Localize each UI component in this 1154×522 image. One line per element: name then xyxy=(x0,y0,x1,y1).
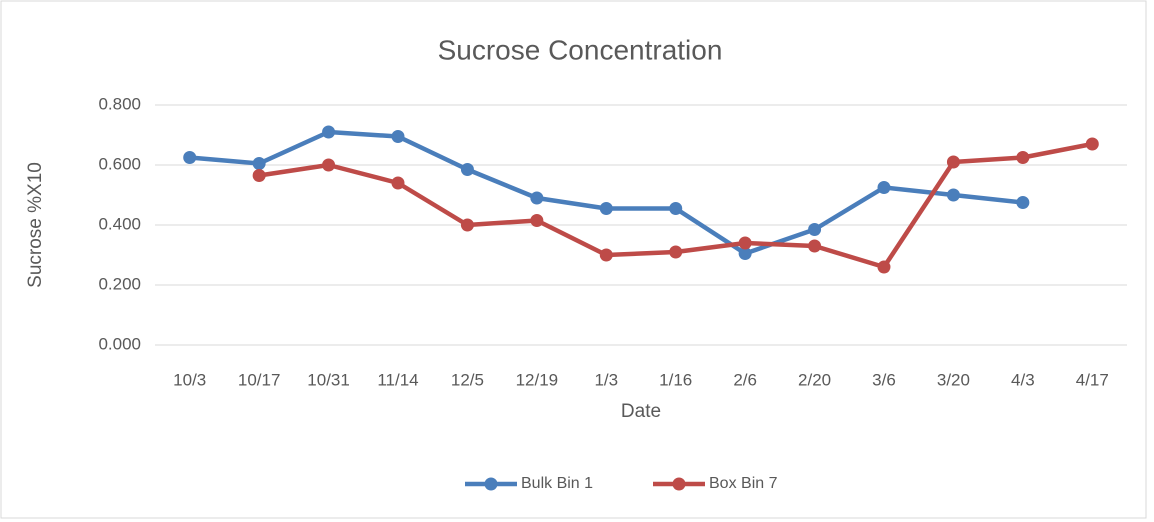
x-tick-label: 10/31 xyxy=(307,370,350,389)
x-tick-label: 2/20 xyxy=(798,370,831,389)
x-tick-label: 12/5 xyxy=(451,370,484,389)
data-point xyxy=(1085,137,1099,151)
x-tick-label: 3/20 xyxy=(937,370,970,389)
data-point xyxy=(808,223,822,236)
data-point xyxy=(183,151,197,164)
y-tick-label: 0.000 xyxy=(98,334,141,353)
data-point xyxy=(946,155,960,169)
x-tick-label: 1/16 xyxy=(659,370,692,389)
x-tick-label: 1/3 xyxy=(594,370,618,389)
data-point xyxy=(599,248,613,262)
data-point xyxy=(808,239,822,253)
data-point xyxy=(252,157,266,170)
data-point xyxy=(322,125,336,139)
data-point xyxy=(877,260,891,274)
legend-label: Bulk Bin 1 xyxy=(521,475,593,492)
y-tick-label: 0.200 xyxy=(98,274,141,293)
y-axis-label: Sucrose %X10 xyxy=(25,162,46,288)
data-point xyxy=(738,247,752,260)
data-point xyxy=(738,236,752,250)
data-point xyxy=(460,218,474,232)
data-point xyxy=(391,130,405,143)
data-point xyxy=(252,169,266,182)
legend-marker xyxy=(484,477,498,491)
chart-title: Sucrose Concentration xyxy=(438,34,723,65)
data-point xyxy=(460,163,474,176)
y-tick-label: 0.600 xyxy=(98,154,141,173)
data-point xyxy=(877,181,891,194)
x-tick-label: 10/3 xyxy=(173,370,206,389)
x-tick-label: 10/17 xyxy=(238,370,281,389)
x-tick-label: 2/6 xyxy=(733,370,757,389)
data-point xyxy=(669,245,683,259)
data-point xyxy=(1016,196,1030,209)
data-point xyxy=(669,202,683,215)
legend-label: Box Bin 7 xyxy=(709,475,778,492)
data-point xyxy=(1016,151,1030,164)
y-tick-label: 0.800 xyxy=(98,94,141,113)
x-axis-label: Date xyxy=(621,401,661,422)
data-point xyxy=(599,202,613,215)
data-point xyxy=(530,191,544,205)
data-point xyxy=(946,188,960,202)
data-point xyxy=(322,158,336,172)
y-tick-label: 0.400 xyxy=(98,214,141,233)
x-tick-label: 4/17 xyxy=(1076,370,1109,389)
data-point xyxy=(391,176,405,190)
x-tick-label: 12/19 xyxy=(516,370,559,389)
x-tick-label: 4/3 xyxy=(1011,370,1035,389)
x-tick-label: 11/14 xyxy=(377,370,418,389)
data-point xyxy=(530,214,544,227)
legend-marker xyxy=(672,477,686,491)
x-tick-label: 3/6 xyxy=(872,370,896,389)
